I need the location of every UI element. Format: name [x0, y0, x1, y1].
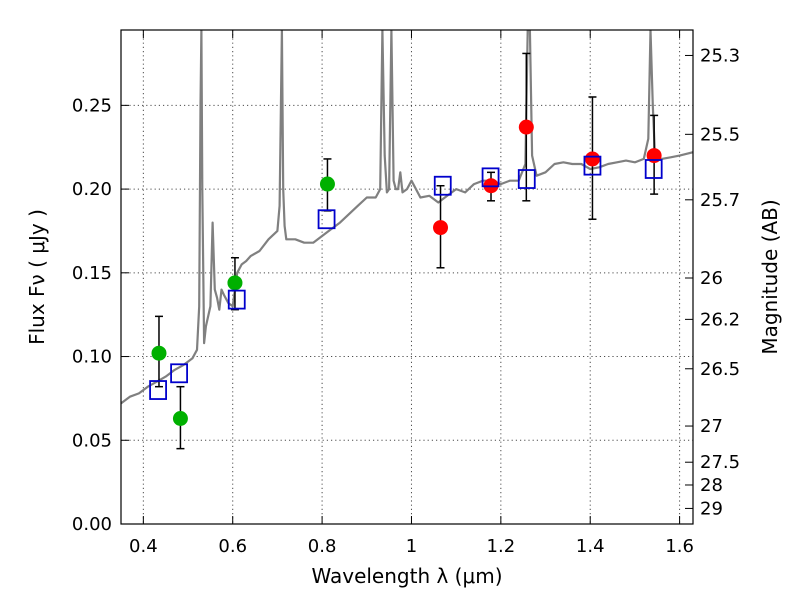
blue-square-point	[170, 363, 188, 384]
y-tick-label: 0.05	[72, 430, 112, 451]
y-tick-label: 0.10	[72, 347, 112, 368]
blue-square-point	[317, 209, 336, 230]
x-tick-label: 0.6	[218, 536, 247, 557]
y2-tick-label: 25.5	[700, 124, 740, 145]
y2-tick-label: 26	[700, 268, 723, 289]
blue-square-point	[433, 175, 452, 196]
green-point	[319, 176, 335, 192]
blue-square-point	[149, 380, 167, 400]
tick-layer: 0.4 0.6 0.8 1 1.2 1.4 1.6 0.00 0.05 0.10 0.15 0.20 0…	[72, 30, 740, 557]
y2-tick-label: 27	[700, 416, 723, 437]
x-tick-label: 0.8	[308, 536, 337, 557]
y-tick-label: 0.20	[72, 179, 112, 200]
x-tick-label: 1	[406, 536, 417, 557]
y2-tick-label: 25.3	[700, 45, 740, 66]
blue-square-point	[583, 155, 602, 176]
y2-tick-label: 28	[700, 475, 723, 496]
y-axis-title: Flux Fν ( μJy )	[25, 209, 49, 345]
spectrum-layer	[121, 30, 693, 405]
x-tick-label: 1.4	[576, 536, 605, 557]
blue-square-point	[481, 167, 500, 188]
green-point	[172, 411, 188, 427]
x-tick-label: 1.2	[487, 536, 516, 557]
blue-square-point	[644, 159, 663, 179]
blue-square-point	[517, 169, 536, 189]
red-point	[518, 119, 534, 135]
y-tick-label: 0.00	[72, 514, 112, 535]
y2-tick-label: 25.7	[700, 190, 740, 211]
y-tick-label: 0.15	[72, 263, 112, 284]
x-axis-title: Wavelength λ (μm)	[311, 564, 502, 588]
red-point	[433, 220, 449, 236]
y2-tick-label: 27.5	[700, 452, 740, 473]
y2-tick-label: 29	[700, 498, 723, 519]
green-point	[151, 345, 167, 361]
y2-axis-title: Magnitude (AB)	[758, 199, 782, 354]
y-tick-label: 0.25	[72, 95, 112, 116]
plot-frame	[120, 29, 694, 525]
y2-tick-label: 26.5	[700, 359, 740, 380]
blue-square-point	[227, 289, 246, 310]
green-point	[227, 275, 243, 291]
x-tick-label: 0.4	[129, 536, 158, 557]
spectrum-line	[121, 30, 693, 405]
marker-layer	[149, 119, 663, 427]
red-point	[584, 151, 600, 167]
x-tick-label: 1.6	[665, 536, 694, 557]
y2-tick-label: 26.2	[700, 309, 740, 330]
plot-background	[121, 30, 693, 524]
